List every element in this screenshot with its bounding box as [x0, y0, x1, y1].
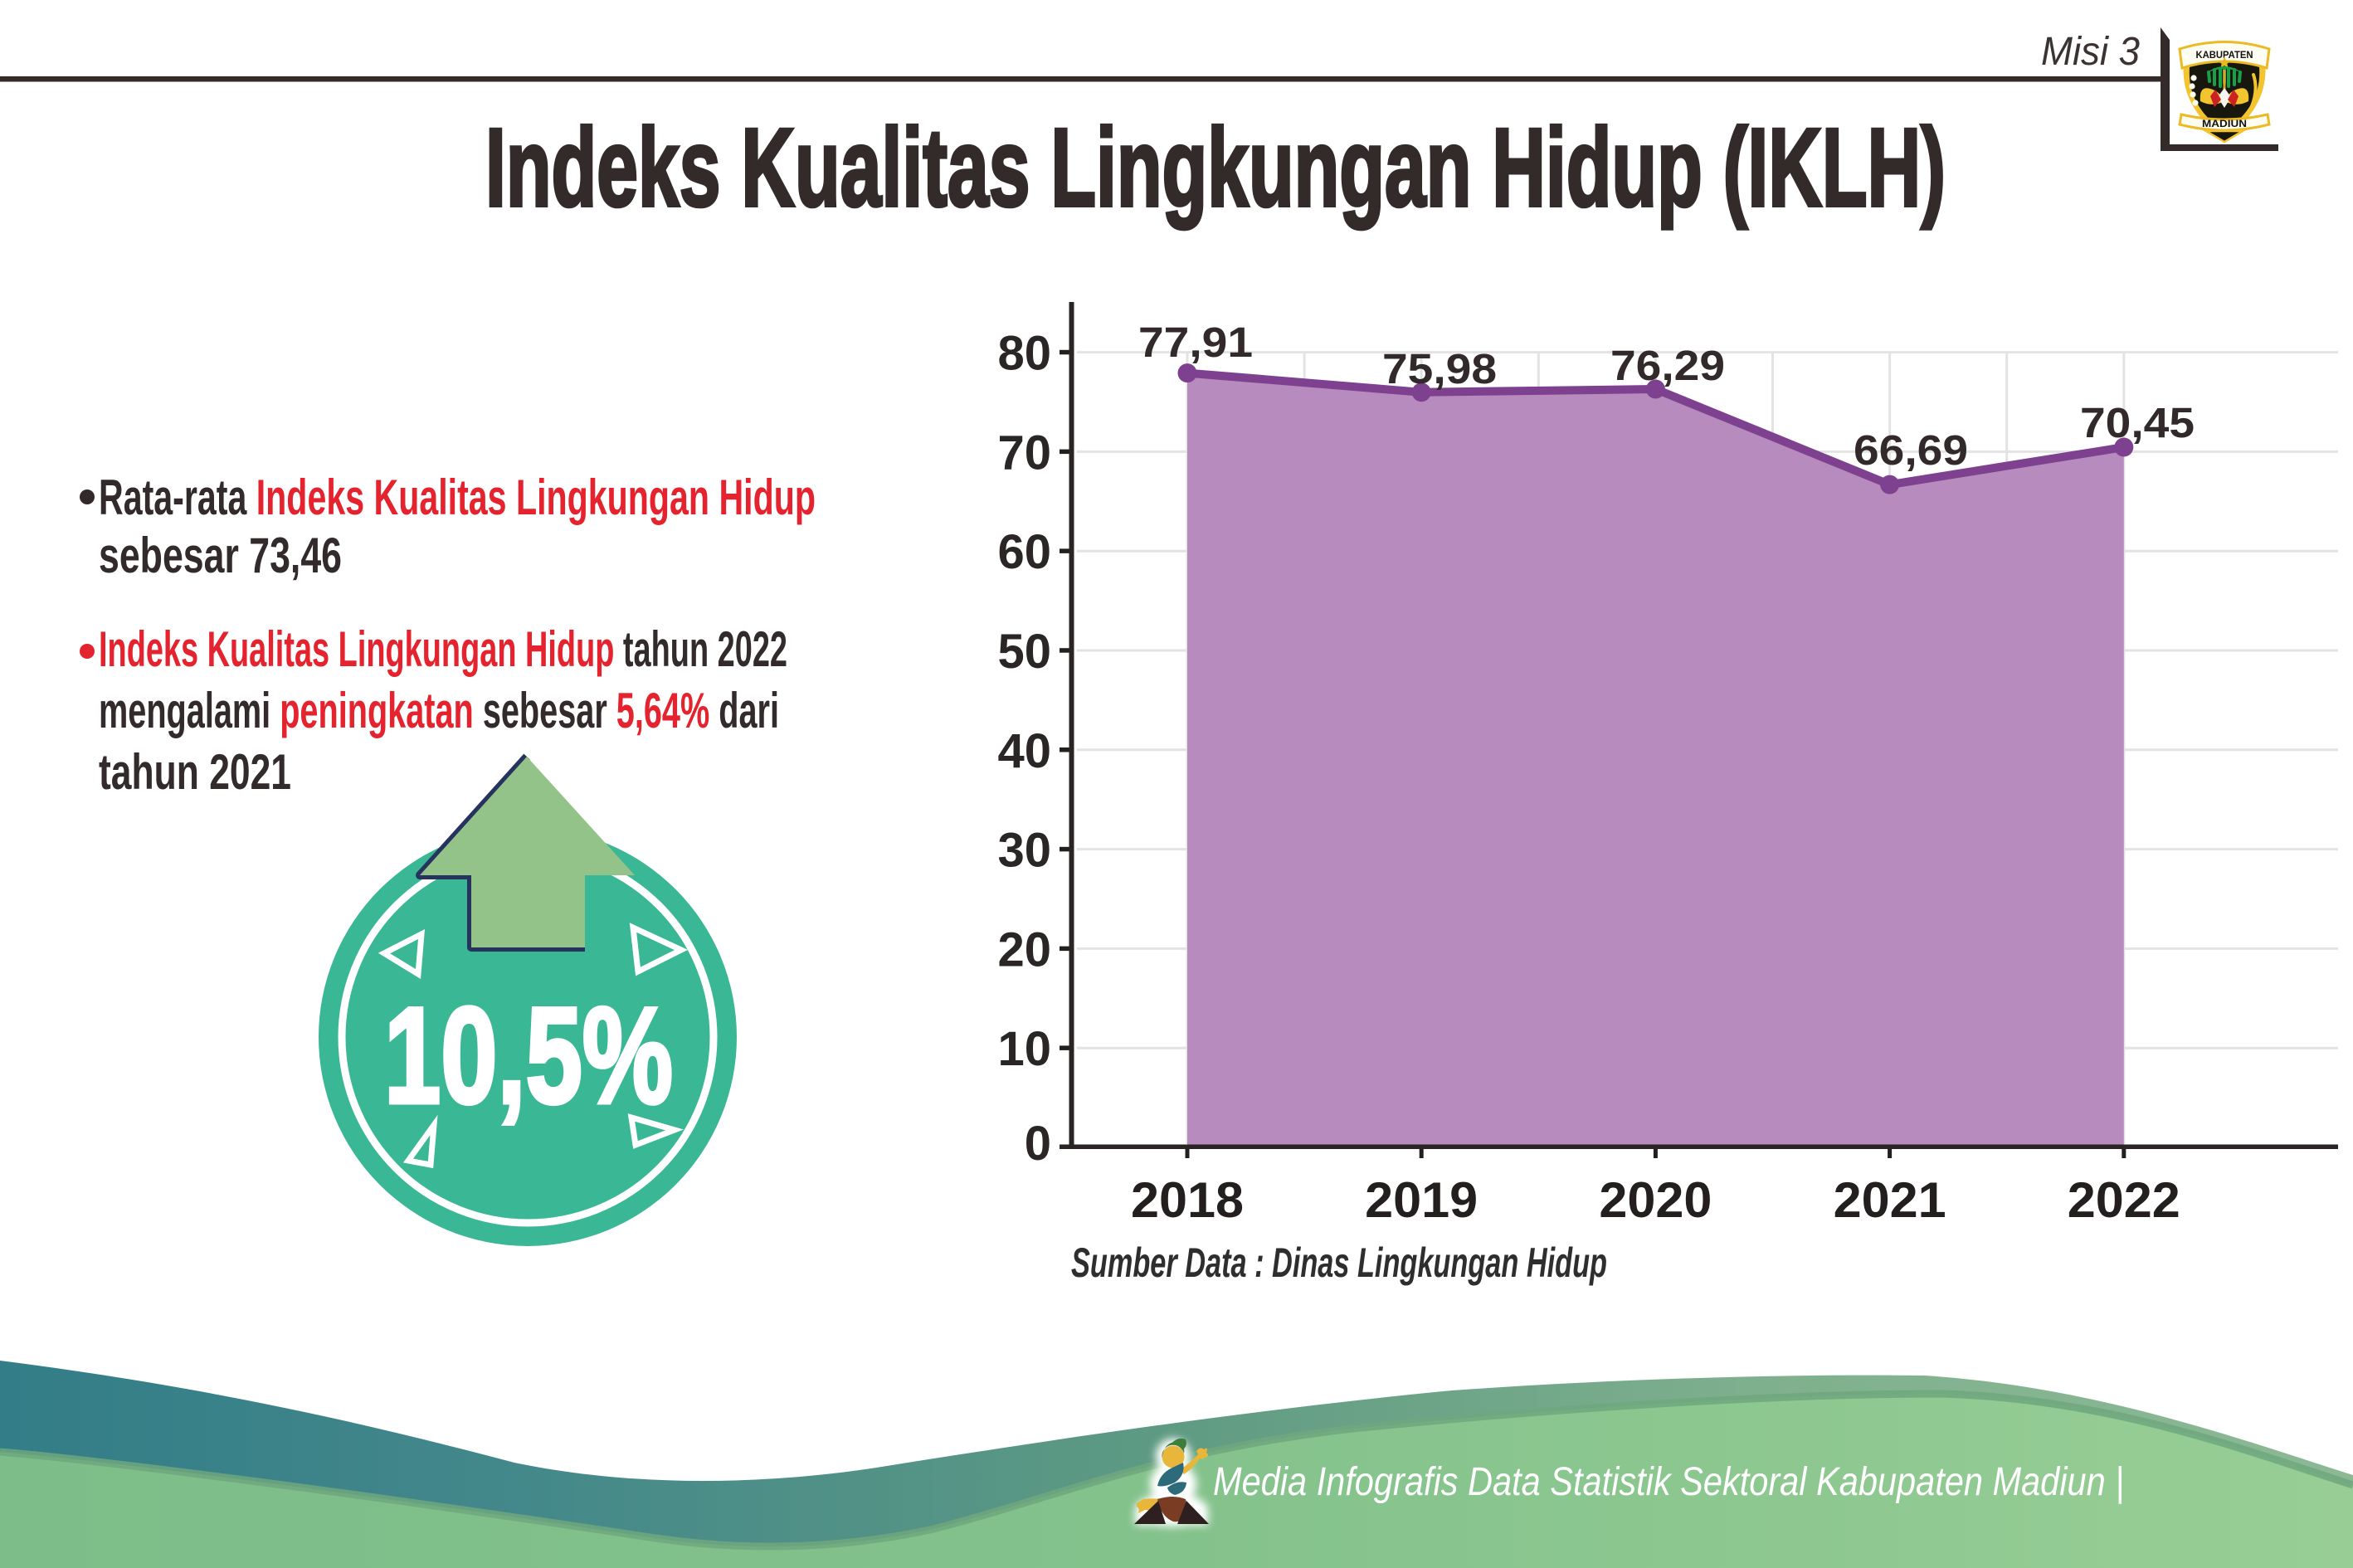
svg-text:2018: 2018 [1131, 1172, 1244, 1228]
svg-text:KABUPATEN: KABUPATEN [2196, 51, 2253, 61]
svg-text:Misi 3: Misi 3 [2041, 30, 2140, 74]
svg-text:76,29: 76,29 [1610, 342, 1725, 389]
svg-text:80: 80 [997, 327, 1051, 381]
svg-text:70: 70 [997, 426, 1051, 480]
svg-text:40: 40 [997, 724, 1051, 778]
svg-text:2021: 2021 [1834, 1172, 1946, 1228]
svg-text:20: 20 [997, 923, 1051, 976]
svg-text:Media Infografis Data Statisti: Media Infografis Data Statistik Sektoral… [1213, 1460, 2124, 1504]
svg-text:2022: 2022 [2068, 1172, 2180, 1228]
svg-text:Sumber Data : Dinas Lingkungan: Sumber Data : Dinas Lingkungan Hidup [1071, 1239, 1607, 1286]
svg-text:tahun 2021: tahun 2021 [99, 744, 291, 800]
svg-text:70,45: 70,45 [2080, 399, 2195, 446]
svg-text:75,98: 75,98 [1382, 345, 1497, 392]
svg-text:77,91: 77,91 [1138, 319, 1253, 366]
svg-text:10,5%: 10,5% [384, 979, 673, 1132]
svg-text:Indeks Kualitas Lingkungan Hid: Indeks Kualitas Lingkungan Hidup tahun 2… [99, 621, 787, 677]
svg-text:66,69: 66,69 [1854, 426, 1968, 474]
svg-text:10: 10 [997, 1022, 1051, 1076]
svg-text:30: 30 [997, 824, 1051, 878]
svg-text:MADIUN: MADIUN [2202, 119, 2247, 129]
svg-text:2020: 2020 [1599, 1172, 1712, 1228]
svg-text:mengalami peningkatan sebesar: mengalami peningkatan sebesar 5,64% dari [99, 683, 779, 738]
svg-text:0: 0 [1025, 1117, 1051, 1171]
svg-text:Rata-rata Indeks Kualitas Ling: Rata-rata Indeks Kualitas Lingkungan Hid… [99, 470, 816, 525]
svg-text:50: 50 [997, 625, 1051, 679]
svg-text:Indeks Kualitas Lingkungan Hid: Indeks Kualitas Lingkungan Hidup (IKLH) [485, 106, 1946, 230]
svg-text:sebesar 73,46: sebesar 73,46 [99, 528, 342, 583]
svg-text:2019: 2019 [1365, 1172, 1478, 1228]
svg-text:60: 60 [997, 525, 1051, 579]
